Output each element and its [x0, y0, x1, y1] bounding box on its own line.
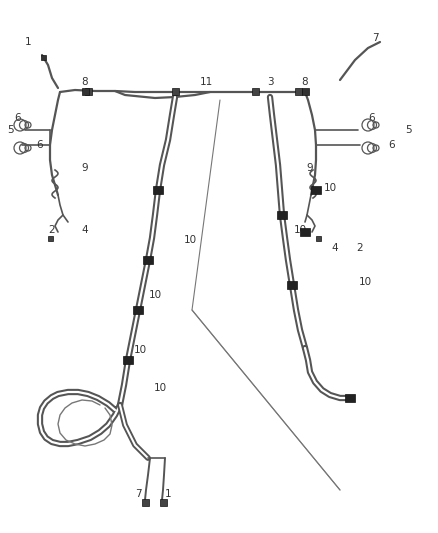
Text: 2: 2 — [357, 243, 363, 253]
Bar — [294, 87, 301, 94]
Bar — [123, 356, 133, 364]
Text: 9: 9 — [307, 163, 313, 173]
Bar — [251, 87, 258, 94]
Bar — [143, 256, 153, 264]
Text: 5: 5 — [7, 125, 13, 135]
Bar — [300, 228, 310, 236]
Bar — [81, 87, 88, 94]
Text: 4: 4 — [82, 225, 88, 235]
Bar — [287, 281, 297, 289]
Text: 2: 2 — [49, 225, 55, 235]
Text: 10: 10 — [134, 345, 147, 355]
Bar — [133, 306, 143, 314]
Text: 8: 8 — [302, 77, 308, 87]
Text: 1: 1 — [165, 489, 171, 499]
Text: 10: 10 — [153, 383, 166, 393]
Text: 5: 5 — [405, 125, 411, 135]
Bar — [311, 186, 321, 194]
Text: 4: 4 — [332, 243, 338, 253]
Text: 7: 7 — [135, 489, 141, 499]
Text: 6: 6 — [15, 113, 21, 123]
Bar — [301, 87, 308, 94]
Bar — [141, 498, 148, 505]
Bar — [159, 498, 166, 505]
Text: 10: 10 — [184, 235, 197, 245]
Text: 3: 3 — [267, 77, 273, 87]
Text: 10: 10 — [293, 225, 307, 235]
Text: 8: 8 — [82, 77, 88, 87]
Text: 10: 10 — [148, 290, 162, 300]
Bar — [47, 236, 53, 240]
Text: 6: 6 — [37, 140, 43, 150]
Text: 1: 1 — [25, 37, 31, 47]
Text: 9: 9 — [82, 163, 88, 173]
Text: 6: 6 — [389, 140, 396, 150]
Bar — [277, 211, 287, 219]
Bar — [345, 394, 355, 402]
Text: 6: 6 — [369, 113, 375, 123]
Text: 10: 10 — [358, 277, 371, 287]
Text: 10: 10 — [323, 183, 336, 193]
Bar — [153, 186, 163, 194]
Text: 11: 11 — [199, 77, 212, 87]
Bar — [315, 236, 321, 240]
Text: 7: 7 — [372, 33, 378, 43]
Bar — [40, 54, 46, 60]
Bar — [85, 87, 92, 94]
Bar — [172, 87, 179, 94]
